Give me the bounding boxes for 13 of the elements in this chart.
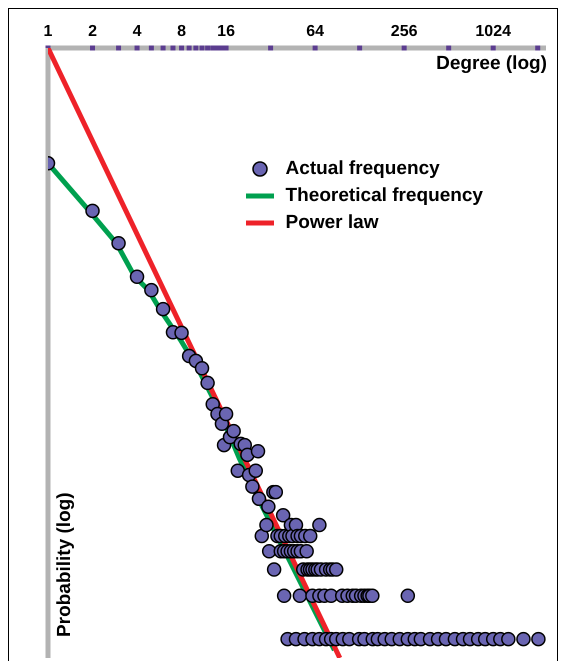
y-axis-title: Probability (log) [54, 492, 76, 637]
x-tick-label: 1024 [475, 23, 512, 40]
legend-label: Actual frequency [286, 158, 440, 180]
x-tick-label: 256 [390, 23, 418, 40]
x-tick-label: 8 [177, 23, 186, 40]
x-axis-title: Degree (log) [436, 53, 547, 75]
x-tick-label: 16 [217, 23, 236, 40]
legend-label: Theoretical frequency [286, 184, 483, 206]
x-tick-label: 64 [306, 23, 324, 40]
x-tick-label: 4 [132, 23, 142, 40]
x-tick-label: 1 [44, 23, 53, 40]
x-tick-label: 2 [88, 23, 98, 40]
legend-label: Power law [286, 212, 378, 234]
